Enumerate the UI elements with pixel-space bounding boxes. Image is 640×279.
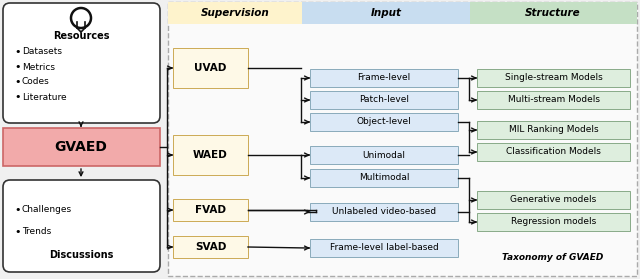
Text: Structure: Structure xyxy=(525,8,581,18)
Text: Single-stream Models: Single-stream Models xyxy=(504,73,602,83)
Bar xyxy=(477,213,630,231)
Bar xyxy=(310,69,458,87)
FancyBboxPatch shape xyxy=(3,180,160,272)
Text: Metrics: Metrics xyxy=(22,62,55,71)
Text: MIL Ranking Models: MIL Ranking Models xyxy=(509,126,598,134)
Bar xyxy=(477,91,630,109)
Text: Supervision: Supervision xyxy=(200,8,269,18)
Bar xyxy=(310,91,458,109)
Text: Multimodal: Multimodal xyxy=(359,174,409,182)
Text: •: • xyxy=(14,62,20,72)
Bar xyxy=(310,113,458,131)
Text: GVAED: GVAED xyxy=(54,140,108,154)
Text: Discussions: Discussions xyxy=(49,250,113,260)
Text: •: • xyxy=(14,77,20,87)
Text: WAED: WAED xyxy=(193,150,228,160)
Bar xyxy=(477,191,630,209)
Text: Trends: Trends xyxy=(22,227,51,237)
Text: •: • xyxy=(14,227,20,237)
Bar xyxy=(310,203,458,221)
Text: •: • xyxy=(14,92,20,102)
Bar xyxy=(310,169,458,187)
Text: •: • xyxy=(14,205,20,215)
Text: Literature: Literature xyxy=(22,93,67,102)
Text: FVAD: FVAD xyxy=(195,205,226,215)
Text: Taxonomy of GVAED: Taxonomy of GVAED xyxy=(502,254,604,263)
Bar xyxy=(477,121,630,139)
Text: •: • xyxy=(14,47,20,57)
Bar xyxy=(168,2,302,24)
Text: UVAD: UVAD xyxy=(195,63,227,73)
FancyBboxPatch shape xyxy=(168,2,637,276)
Bar xyxy=(3,128,160,166)
Bar xyxy=(173,236,248,258)
Text: Unlabeled video-based: Unlabeled video-based xyxy=(332,208,436,217)
Text: Object-level: Object-level xyxy=(356,117,412,126)
Text: Generative models: Generative models xyxy=(510,196,596,205)
Text: Frame-level label-based: Frame-level label-based xyxy=(330,244,438,252)
Bar xyxy=(470,2,637,24)
Text: Patch-level: Patch-level xyxy=(359,95,409,105)
Bar xyxy=(173,199,248,221)
FancyBboxPatch shape xyxy=(3,3,160,123)
Text: Resources: Resources xyxy=(52,31,109,41)
Text: Challenges: Challenges xyxy=(22,206,72,215)
Bar xyxy=(310,239,458,257)
Bar xyxy=(173,48,248,88)
Bar xyxy=(173,135,248,175)
Bar xyxy=(310,146,458,164)
Text: Codes: Codes xyxy=(22,78,50,86)
Text: Regression models: Regression models xyxy=(511,218,596,227)
Bar xyxy=(477,69,630,87)
Text: Unimodal: Unimodal xyxy=(362,150,406,160)
Text: Frame-level: Frame-level xyxy=(357,73,411,83)
Text: SVAD: SVAD xyxy=(195,242,226,252)
Text: Input: Input xyxy=(371,8,401,18)
Text: Datasets: Datasets xyxy=(22,47,62,57)
Text: Multi-stream Models: Multi-stream Models xyxy=(508,95,600,105)
Bar xyxy=(477,143,630,161)
Text: Classification Models: Classification Models xyxy=(506,148,601,157)
Bar xyxy=(302,2,470,24)
